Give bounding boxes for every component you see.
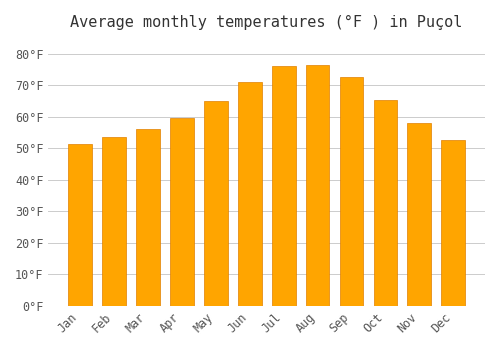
Bar: [136, 130, 160, 306]
Bar: [374, 99, 398, 306]
Title: Average monthly temperatures (°F ) in Puçol: Average monthly temperatures (°F ) in Pu…: [70, 15, 463, 30]
Bar: [170, 118, 194, 306]
Bar: [340, 77, 363, 306]
Bar: [238, 82, 262, 306]
Bar: [272, 66, 295, 306]
Bar: [102, 137, 126, 306]
Bar: [442, 140, 465, 306]
Bar: [306, 65, 330, 306]
Bar: [408, 123, 431, 306]
Bar: [204, 101, 228, 306]
Bar: [68, 144, 92, 306]
